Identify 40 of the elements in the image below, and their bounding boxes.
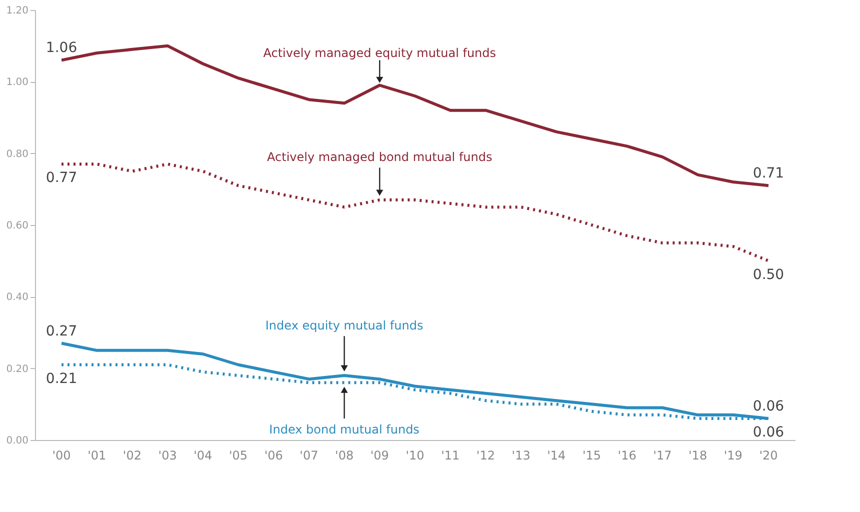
x-tick-label: '19 — [724, 448, 742, 462]
x-tick-label: '18 — [688, 448, 708, 462]
data-label: 0.71 — [752, 166, 784, 182]
x-tick-label: '15 — [582, 448, 602, 462]
y-tick-label: 1.20 — [6, 6, 28, 16]
data-label: 0.50 — [752, 266, 784, 283]
x-tick-label: '07 — [300, 448, 318, 462]
y-tick-label: 0.60 — [6, 220, 28, 232]
y-tick-label: 0.40 — [6, 292, 28, 304]
x-tick-label: '16 — [618, 448, 636, 462]
data-label: 0.06 — [752, 424, 784, 440]
x-tick-label: '01 — [88, 448, 106, 462]
x-tick-label: '03 — [158, 448, 177, 462]
x-tick-label: '13 — [512, 448, 530, 462]
data-label: 1.06 — [46, 40, 78, 56]
x-tick-label: '05 — [228, 448, 248, 462]
y-tick-label: 0.20 — [6, 364, 28, 375]
x-tick-label: '02 — [122, 448, 142, 462]
data-label: 0.77 — [46, 170, 78, 186]
data-label: 0.27 — [46, 323, 78, 340]
x-tick-label: '17 — [653, 448, 672, 462]
data-label: 0.06 — [752, 398, 784, 414]
x-tick-label: '11 — [441, 448, 460, 462]
y-tick-label: 1.00 — [6, 77, 28, 88]
x-tick-label: '09 — [370, 448, 389, 462]
text: Actively managed equity mutual funds — [263, 46, 496, 60]
y-tick-label: 0.00 — [6, 436, 28, 446]
x-tick-label: '20 — [759, 448, 778, 462]
x-tick-label: '14 — [547, 448, 566, 462]
text: Actively managed bond mutual funds — [267, 150, 492, 164]
data-label: 0.21 — [46, 370, 78, 387]
y-tick-label: 0.80 — [6, 148, 28, 160]
x-tick-label: '00 — [52, 448, 71, 462]
x-tick-label: '10 — [406, 448, 424, 462]
x-tick-label: '04 — [194, 448, 212, 462]
text: Index equity mutual funds — [265, 318, 424, 332]
text: Index bond mutual funds — [269, 422, 420, 436]
x-tick-label: '12 — [476, 448, 495, 462]
x-tick-label: '08 — [335, 448, 354, 462]
x-tick-label: '06 — [264, 448, 283, 462]
